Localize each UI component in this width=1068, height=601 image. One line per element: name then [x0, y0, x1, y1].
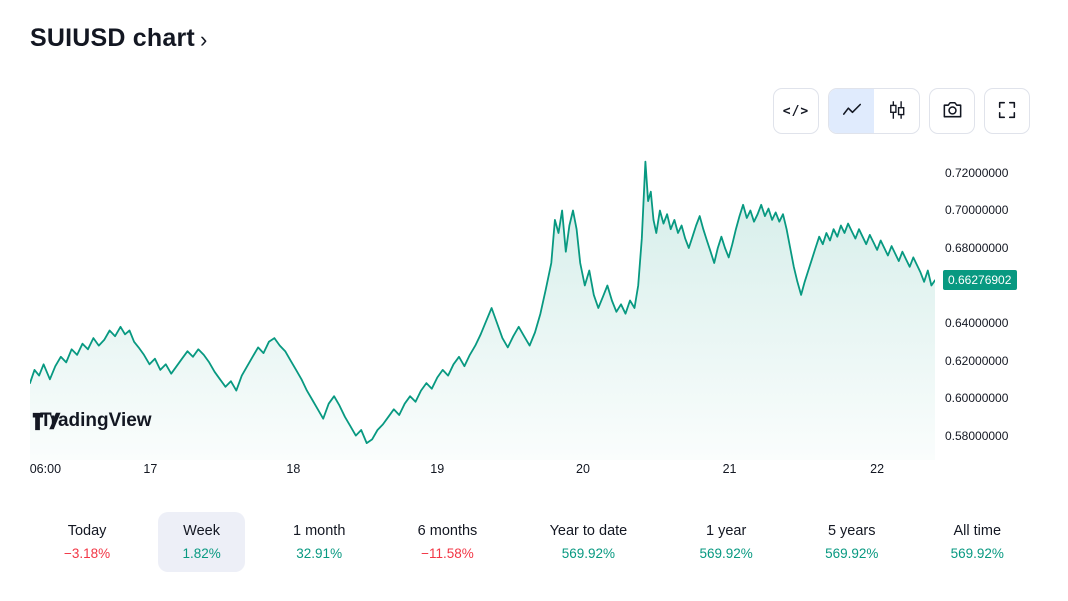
- chart-type-switcher: [828, 88, 920, 134]
- range-label: Year to date: [549, 523, 628, 539]
- line-chart-icon: [841, 99, 863, 124]
- camera-icon: [941, 98, 964, 124]
- fullscreen-button[interactable]: [984, 88, 1030, 134]
- price-tick: 0.62000000: [945, 353, 1009, 368]
- price-tick: 0.70000000: [945, 203, 1009, 218]
- range-change-value: 569.92%: [825, 546, 879, 561]
- fullscreen-icon: [996, 99, 1018, 124]
- time-tick: 21: [722, 462, 737, 476]
- time-tick: 19: [430, 462, 445, 476]
- range-selector: Today −3.18% Week 1.82% 1 month 32.91% 6…: [40, 512, 1028, 572]
- candlestick-chart-type-button[interactable]: [874, 89, 919, 133]
- range-label: All time: [953, 523, 1002, 539]
- range-button-all-time[interactable]: All time 569.92%: [927, 512, 1028, 572]
- range-change-value: 569.92%: [950, 546, 1004, 561]
- chevron-right-icon: ›: [199, 26, 208, 52]
- price-tick: 0.58000000: [945, 428, 1009, 443]
- range-button-1-year[interactable]: 1 year 569.92%: [676, 512, 777, 572]
- range-label: Today: [67, 523, 107, 539]
- range-button-6-months[interactable]: 6 months −11.58%: [394, 512, 502, 572]
- last-price-badge: 0.66276902: [943, 270, 1018, 291]
- time-tick: 22: [870, 462, 885, 476]
- range-change-value: 1.82%: [182, 546, 221, 561]
- range-label: Week: [183, 523, 220, 539]
- range-label: 1 month: [292, 523, 346, 539]
- range-change-value: −3.18%: [64, 546, 111, 561]
- price-axis[interactable]: 0.72000000 0.70000000 0.68000000 0.64000000…: [943, 148, 1055, 460]
- code-view-button[interactable]: </>: [773, 88, 819, 134]
- screenshot-button[interactable]: [929, 88, 975, 134]
- symbol-chart-link[interactable]: SUIUSD chart ›: [30, 24, 207, 53]
- range-change-value: −11.58%: [421, 546, 474, 561]
- range-button-week[interactable]: Week 1.82%: [158, 512, 245, 572]
- range-button-1-month[interactable]: 1 month 32.91%: [269, 512, 369, 572]
- time-axis[interactable]: 06:00 17 18 19 20 21 22: [30, 462, 935, 480]
- range-change-value: 32.91%: [296, 546, 343, 561]
- price-tick: 0.68000000: [945, 240, 1009, 255]
- time-tick: 06:00: [29, 462, 62, 476]
- range-change-value: 569.92%: [561, 546, 616, 561]
- range-button-year-to-date[interactable]: Year to date 569.92%: [526, 512, 652, 572]
- price-chart[interactable]: TradingView: [30, 148, 935, 460]
- time-tick: 18: [286, 462, 301, 476]
- range-label: 6 months: [417, 523, 478, 539]
- time-tick: 20: [576, 462, 590, 476]
- price-area: [30, 161, 935, 460]
- price-tick: 0.72000000: [945, 165, 1009, 180]
- line-chart-type-button[interactable]: [829, 89, 874, 133]
- price-tick: 0.60000000: [945, 391, 1009, 406]
- range-label: 1 year: [706, 523, 747, 539]
- range-button-today[interactable]: Today −3.18%: [40, 512, 134, 572]
- chart-toolbar: </>: [773, 88, 1030, 134]
- range-button-5-years[interactable]: 5 years 569.92%: [801, 512, 902, 572]
- tradingview-attribution-link[interactable]: TradingView: [32, 410, 152, 432]
- page-title: SUIUSD chart: [30, 24, 195, 52]
- range-label: 5 years: [827, 523, 876, 539]
- code-icon: </>: [782, 103, 810, 119]
- price-tick: 0.64000000: [945, 316, 1009, 331]
- range-change-value: 569.92%: [699, 546, 753, 561]
- time-tick: 17: [143, 462, 158, 476]
- price-line: [30, 160, 935, 444]
- candlestick-icon: [886, 99, 908, 124]
- tradingview-wordmark: TradingView: [40, 410, 152, 431]
